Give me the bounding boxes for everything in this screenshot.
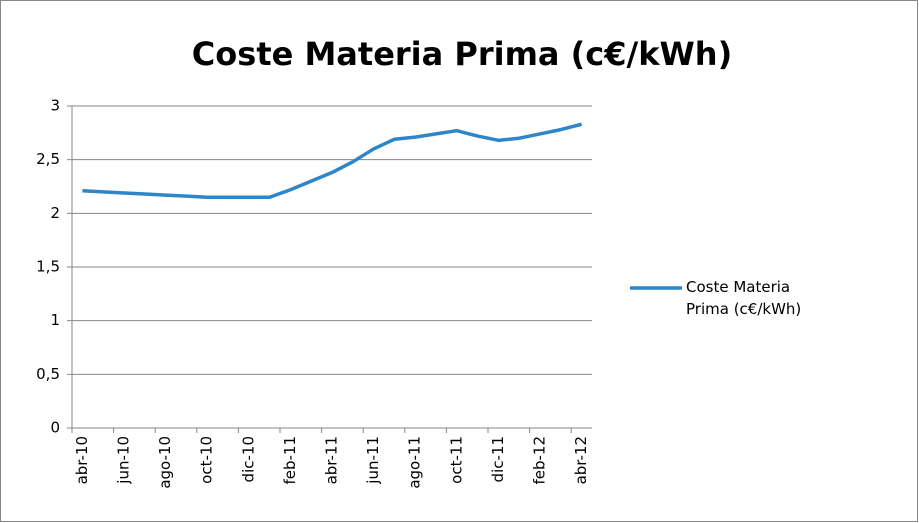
y-tick-label: 3 (50, 97, 60, 115)
data-line (82, 122, 583, 199)
x-tick-label: ago-10 (156, 436, 174, 489)
x-tick-label: abr-10 (73, 436, 91, 484)
y-tick-label: 0,5 (36, 365, 60, 383)
legend-label: Coste Materia Prima (c€/kWh) (686, 278, 802, 318)
y-tick-label: 2,5 (36, 150, 60, 168)
x-tick-label: oct-11 (447, 436, 465, 484)
x-tick-label: abr-12 (572, 436, 590, 484)
y-tick-label: 2 (50, 204, 60, 222)
y-tick-label: 1,5 (36, 258, 60, 276)
y-tick-label: 1 (50, 311, 60, 329)
x-tick-label: dic-10 (239, 436, 257, 482)
x-tick-label: jun-10 (115, 436, 133, 485)
x-tick-label: oct-10 (198, 436, 216, 484)
x-tick-label: feb-11 (281, 436, 299, 485)
y-tick-label: 0 (50, 419, 60, 437)
x-tick-label: dic-11 (489, 436, 507, 482)
x-tick-label: feb-12 (531, 436, 549, 485)
x-tick-label: jun-11 (364, 436, 382, 485)
x-tick-label: ago-11 (406, 436, 424, 489)
x-tick-label: abr-11 (323, 436, 341, 484)
chart-title: Coste Materia Prima (c€/kWh) (192, 35, 732, 73)
